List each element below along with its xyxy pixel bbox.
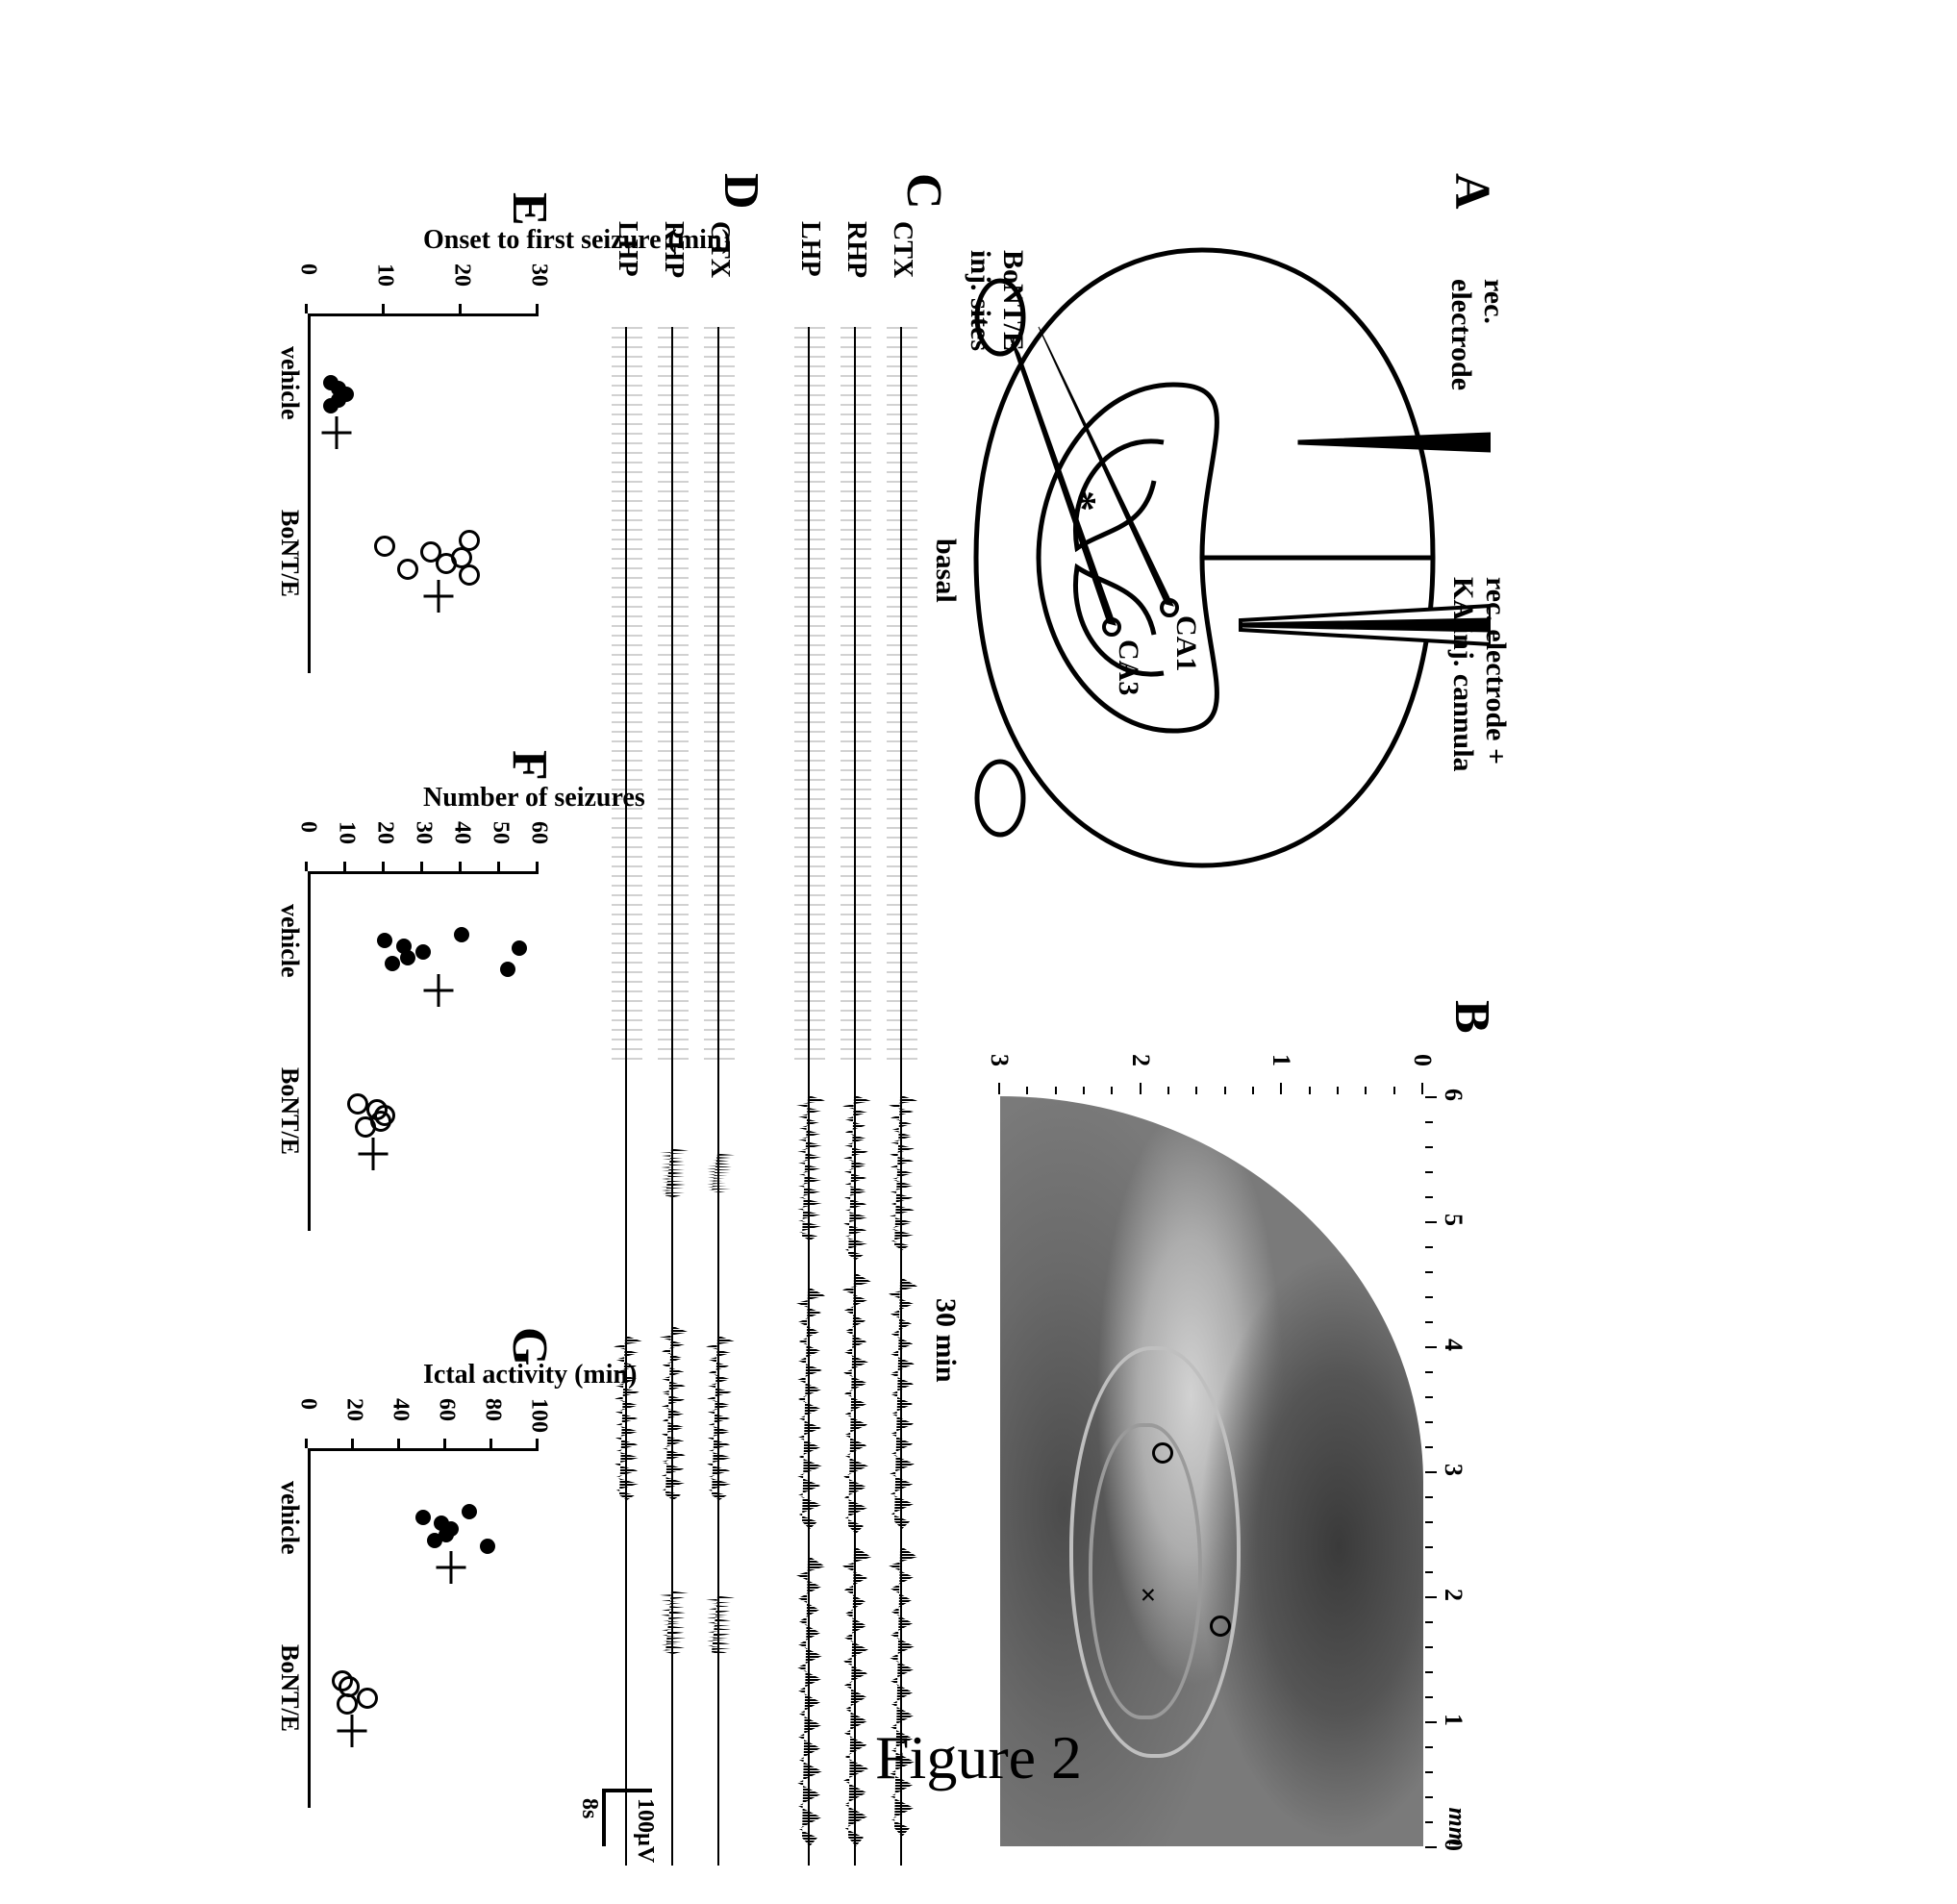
panel-f-label: F — [501, 750, 558, 781]
data-point — [400, 950, 415, 965]
panel-d-eeg: CTXRHPLHP — [596, 221, 740, 1866]
panel-b-site-ca3 — [1152, 1442, 1173, 1464]
panel-a-asterisk: * — [1057, 490, 1106, 512]
data-point — [347, 1093, 368, 1115]
panel-c-label: C — [895, 173, 952, 210]
data-point — [339, 387, 354, 402]
data-point — [339, 1676, 360, 1697]
panel-a-bont-label: BoNT/E inj. sites — [964, 250, 1029, 351]
data-point — [397, 559, 418, 580]
data-point — [377, 933, 392, 948]
eeg-channel-label: RHP — [841, 221, 871, 278]
panel-e-label: E — [501, 192, 558, 226]
eeg-channel-label: LHP — [794, 221, 825, 277]
data-point — [374, 1105, 395, 1126]
data-point — [385, 956, 400, 971]
data-point — [357, 1688, 378, 1709]
data-point — [415, 944, 431, 960]
panel-c-30min-label: 30 min — [929, 1298, 962, 1383]
data-point — [462, 1504, 477, 1519]
figure-caption: Figure 2 — [0, 1722, 1957, 1793]
data-point — [480, 1539, 495, 1554]
panel-c-basal-label: basal — [929, 539, 962, 603]
panel-a-label: A — [1443, 173, 1500, 210]
panel-c-eeg: basal 30 min CTXRHPLHP — [779, 221, 923, 1866]
data-point — [454, 927, 469, 942]
eeg-scalebar: 100µV 8s — [539, 1789, 606, 1904]
data-point — [415, 1510, 431, 1525]
scalebar-h-label: 8s — [576, 1798, 602, 1818]
data-point — [443, 1521, 459, 1537]
panel-a-rec-electrode-label: rec. electrode — [1444, 279, 1510, 390]
panel-a-ca3-label: CA3 — [1112, 639, 1144, 695]
data-point — [512, 940, 527, 956]
data-point — [459, 564, 480, 586]
panel-f-scatter: Number of seizures0102030405060vehicleBo… — [279, 789, 539, 1250]
scalebar-v-label: 100µV — [632, 1798, 658, 1863]
panel-a: A — [971, 192, 1491, 923]
data-point — [374, 536, 395, 557]
panel-a-rec-electrode-cannula-label: rec. electrode + KA inj. cannula — [1446, 577, 1512, 772]
panel-e-scatter: Onset to first seizure (min)0102030vehic… — [279, 231, 539, 692]
data-point — [459, 530, 480, 551]
eeg-channel-label: CTX — [887, 221, 917, 278]
panel-a-schematic — [971, 192, 1491, 923]
data-point — [500, 962, 515, 977]
panel-b-site-ca1 — [1210, 1616, 1231, 1637]
panel-a-ca1-label: CA1 — [1169, 615, 1202, 671]
panel-b-label: B — [1443, 1000, 1500, 1034]
panel-b-site-cross: × — [1131, 1587, 1164, 1603]
figure-rotated-wrapper: A — [260, 154, 1510, 1885]
panel-d-label: D — [713, 173, 769, 210]
